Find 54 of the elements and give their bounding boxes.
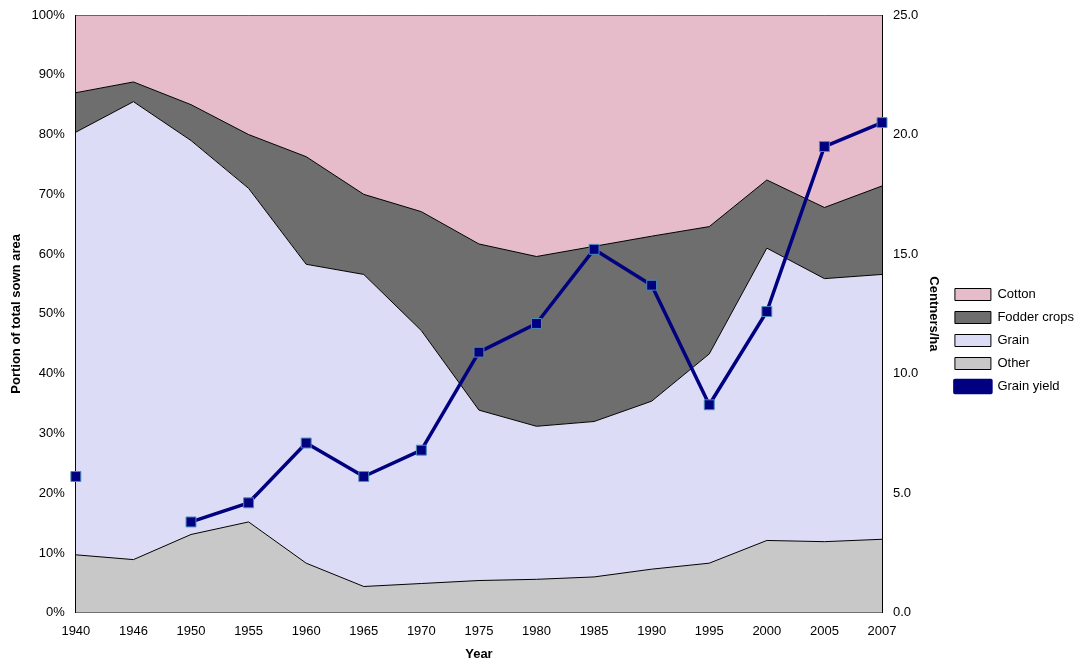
x-tick-label: 2007	[867, 623, 897, 639]
point	[703, 399, 715, 411]
x-tick-label: 1990	[637, 623, 667, 639]
y-tick-label: 20%	[38, 484, 66, 500]
point	[415, 444, 427, 456]
point	[70, 471, 82, 482]
y2-axis-title: Centners/ha	[926, 276, 942, 353]
y-axis-title: Portion of total sown area	[8, 233, 24, 394]
point	[761, 306, 773, 317]
y2-tick-label: 20.0	[893, 126, 919, 142]
x-tick-label: 1960	[291, 623, 321, 639]
x-tick-label: 1980	[522, 623, 551, 639]
y-tick-label: 10%	[38, 544, 66, 560]
x-tick-label: 1975	[464, 623, 494, 639]
point	[473, 346, 485, 358]
legend-label: Fodder crops	[997, 309, 1075, 325]
x-tick-label: 2000	[752, 623, 782, 639]
point	[358, 471, 370, 482]
y2-tick-label: 5.0	[893, 484, 912, 500]
y-tick-label: 0%	[46, 604, 66, 620]
point	[300, 437, 312, 449]
y-tick-label: 40%	[38, 365, 66, 381]
y-tick-label: 30%	[38, 425, 66, 441]
point	[185, 516, 197, 528]
x-tick-label: 2005	[809, 623, 839, 639]
point	[531, 318, 542, 329]
x-tick-label: 1946	[118, 623, 148, 639]
x-tick-label: 1940	[61, 623, 91, 639]
legend-label: Cotton	[997, 286, 1036, 302]
y-tick-label: 80%	[38, 126, 66, 142]
x-tick-label: 1955	[234, 623, 264, 639]
y2-tick-label: 25.0	[893, 6, 919, 22]
x-tick-label: 1950	[176, 623, 206, 639]
point	[876, 117, 888, 129]
y-tick-label: 70%	[38, 185, 66, 201]
y-tick-label: 60%	[38, 245, 66, 261]
point	[646, 279, 658, 291]
point	[243, 497, 255, 509]
x-tick-label: 1985	[579, 623, 609, 639]
x-axis-title: Year	[465, 645, 493, 661]
legend-label: Grain	[997, 332, 1030, 348]
point	[818, 141, 830, 152]
x-tick-label: 1965	[349, 623, 379, 639]
x-tick-label: 1995	[694, 623, 724, 639]
y2-tick-label: 0.0	[893, 604, 912, 620]
legend-label: Grain yield	[997, 378, 1060, 394]
x-tick-label: 1970	[406, 623, 436, 639]
y2-tick-label: 15.0	[893, 245, 919, 261]
legend-label: Other	[997, 355, 1031, 371]
y-tick-label: 90%	[38, 66, 66, 82]
point	[588, 243, 600, 255]
y-tick-label: 50%	[38, 305, 66, 321]
y-tick-label: 100%	[31, 6, 66, 22]
y2-tick-label: 10.0	[893, 365, 919, 381]
